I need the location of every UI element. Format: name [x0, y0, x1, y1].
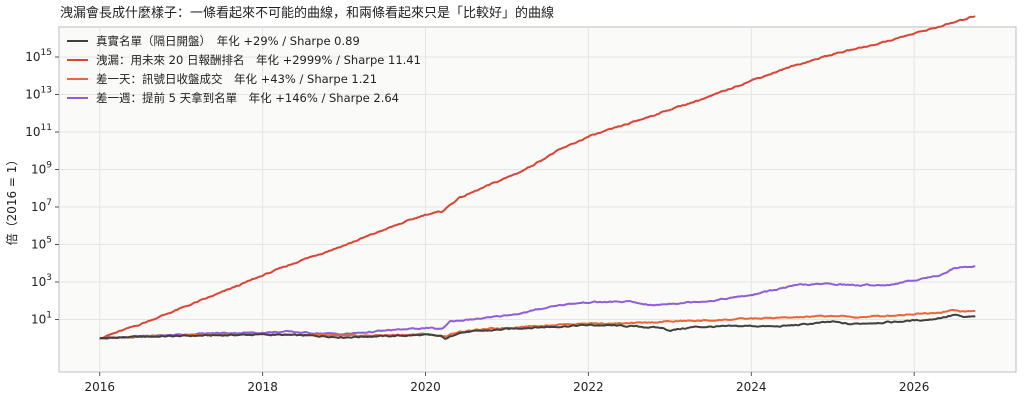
y-tick-exponent: 11: [41, 123, 52, 133]
y-tick-base: 10: [31, 238, 46, 252]
y-tick-label: 1013: [25, 86, 52, 102]
series-line: [99, 265, 976, 340]
y-tick-exponent: 7: [46, 198, 52, 208]
x-tick-label: 2026: [899, 380, 930, 394]
y-tick-base: 10: [31, 313, 46, 327]
x-tick-label: 2018: [247, 380, 278, 394]
series-layer: [99, 15, 976, 340]
legend-label: 差一週：提前 5 天拿到名單 年化 +146% / Sharpe 2.64: [96, 91, 399, 105]
y-tick-exponent: 15: [41, 48, 52, 58]
plot-area: [58, 26, 1017, 373]
legend-label: 真實名單（隔日開盤） 年化 +29% / Sharpe 0.89: [96, 34, 360, 48]
y-tick-label: 105: [31, 236, 52, 252]
x-tick-label: 2024: [736, 380, 767, 394]
y-tick-exponent: 1: [46, 311, 52, 321]
y-tick-base: 10: [31, 275, 46, 289]
y-tick-label: 109: [31, 161, 52, 177]
chart-title: 洩漏會長成什麼樣子：一條看起來不可能的曲線，和兩條看起來只是「比較好」的曲線: [60, 5, 554, 21]
y-tick-label: 1015: [25, 48, 52, 64]
x-tick-label: 2022: [573, 380, 604, 394]
y-tick-exponent: 3: [46, 273, 52, 283]
grid: [59, 27, 1016, 372]
y-tick-exponent: 9: [46, 161, 52, 171]
legend-label: 洩漏：用未來 20 日報酬排名 年化 +2999% / Sharpe 11.41: [96, 53, 421, 67]
series-line: [99, 15, 976, 340]
y-tick-base: 10: [25, 125, 40, 139]
y-tick-base: 10: [31, 163, 46, 177]
x-tick-label: 2020: [410, 380, 441, 394]
legend: 真實名單（隔日開盤） 年化 +29% / Sharpe 0.89 洩漏：用未來 2…: [67, 34, 421, 105]
y-tick-base: 10: [25, 88, 40, 102]
y-tick-base: 10: [25, 50, 40, 64]
x-axis: 2016 2018 2020 2022 2024 2026: [84, 372, 929, 394]
y-tick-label: 107: [31, 198, 52, 214]
series-line: [99, 313, 976, 340]
legend-label: 差一天：訊號日收盤成交 年化 +43% / Sharpe 1.21: [96, 72, 377, 86]
x-tick-label: 2016: [84, 380, 115, 394]
y-tick-label: 101: [31, 311, 52, 327]
y-tick-label: 1011: [25, 123, 52, 139]
y-tick-label: 103: [31, 273, 52, 289]
y-axis-label: 倍（2016 = 1）: [4, 154, 19, 246]
y-tick-exponent: 13: [41, 86, 52, 96]
y-tick-base: 10: [31, 200, 46, 214]
y-tick-exponent: 5: [46, 236, 52, 246]
